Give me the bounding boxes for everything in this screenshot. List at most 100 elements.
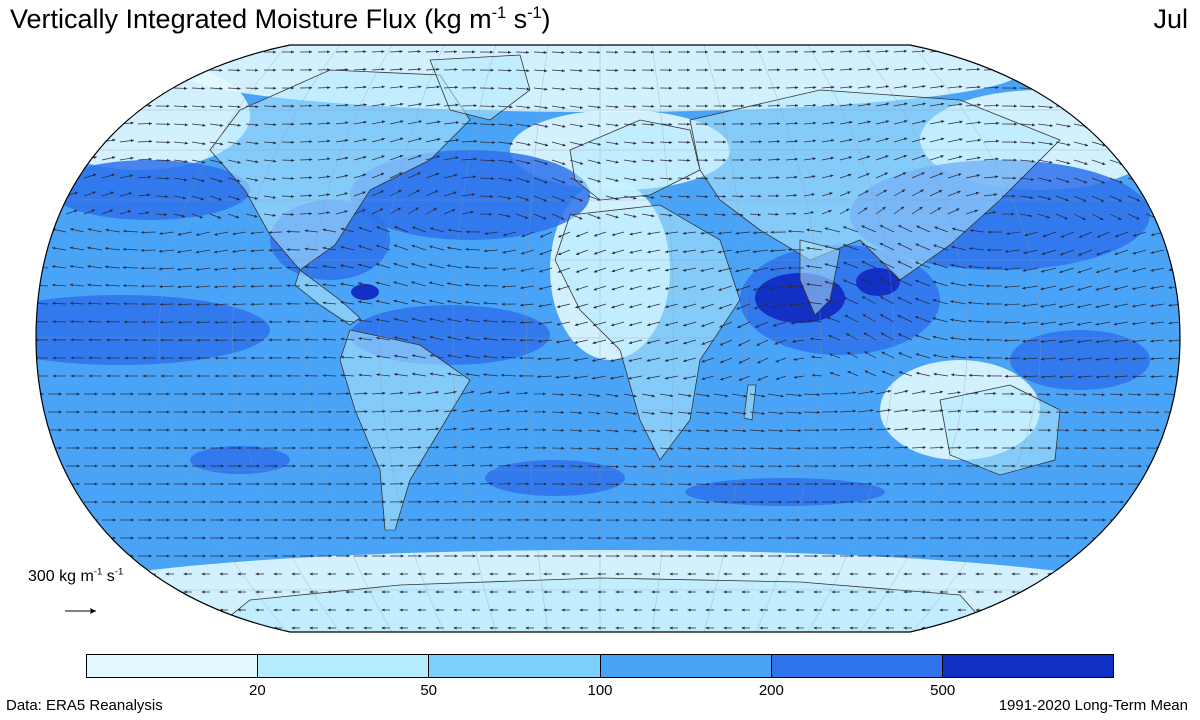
flux-arrowhead bbox=[1066, 51, 1070, 55]
flux-arrowhead bbox=[1156, 536, 1160, 540]
flux-arrowhead bbox=[250, 374, 254, 378]
flux-arrowhead bbox=[1101, 626, 1105, 630]
flux-arrowhead bbox=[562, 143, 566, 147]
flux-arrowhead bbox=[490, 50, 494, 54]
flux-arrowhead bbox=[148, 104, 152, 108]
flux-arrowhead bbox=[852, 409, 856, 413]
flux-arrowhead bbox=[454, 68, 458, 72]
flux-arrowhead bbox=[665, 323, 669, 327]
flux-arrowhead bbox=[524, 409, 528, 413]
flux-arrowhead bbox=[742, 518, 746, 522]
flux-arrowhead bbox=[1191, 142, 1194, 145]
flux-arrowhead bbox=[1004, 356, 1008, 360]
flux-arrowhead bbox=[1013, 86, 1017, 90]
flux-arrowhead bbox=[743, 447, 747, 451]
flux-arrowhead bbox=[1047, 410, 1051, 414]
flux-arrowhead bbox=[814, 536, 818, 540]
flux-arrowhead bbox=[1168, 232, 1173, 236]
flux-arrowhead bbox=[39, 626, 43, 630]
flux-arrow bbox=[1109, 141, 1124, 147]
flux-arrowhead bbox=[722, 213, 726, 217]
flux-arrowhead bbox=[833, 482, 837, 486]
flux-arrowhead bbox=[1150, 268, 1154, 272]
flux-arrowhead bbox=[706, 464, 710, 468]
flux-arrowhead bbox=[417, 608, 421, 612]
flux-arrowhead bbox=[914, 316, 919, 319]
flux-arrowhead bbox=[1042, 234, 1046, 238]
flux-arrowhead bbox=[798, 429, 802, 433]
flux-arrowhead bbox=[112, 410, 116, 414]
flux-arrowhead bbox=[1047, 626, 1051, 630]
flux-arrowhead bbox=[165, 626, 169, 630]
flux-arrowhead bbox=[196, 320, 200, 324]
flux-arrowhead bbox=[718, 306, 723, 310]
flux-arrowhead bbox=[309, 572, 313, 576]
flux-arrowhead bbox=[1100, 217, 1104, 221]
flux-arrowhead bbox=[995, 86, 999, 90]
flux-arrowhead bbox=[544, 106, 548, 110]
flux-arrowhead bbox=[219, 179, 223, 183]
flux-arrowhead bbox=[1174, 518, 1178, 522]
flux-arrowhead bbox=[777, 50, 781, 54]
flux-arrowhead bbox=[1173, 50, 1177, 54]
flux-arrowhead bbox=[1113, 304, 1117, 308]
flux-arrowhead bbox=[741, 86, 745, 90]
flux-arrowhead bbox=[865, 190, 869, 194]
flux-arrowhead bbox=[167, 122, 171, 126]
flux-arrowhead bbox=[1048, 482, 1052, 486]
flux-arrowhead bbox=[544, 69, 548, 73]
flux-arrowhead bbox=[273, 123, 277, 127]
flux-arrowhead bbox=[1119, 143, 1124, 147]
flux-arrowhead bbox=[738, 343, 742, 346]
flux-arrowhead bbox=[184, 392, 188, 396]
flux-arrowhead bbox=[340, 282, 344, 286]
flux-arrowhead bbox=[579, 106, 584, 110]
flux-arrowhead bbox=[195, 285, 199, 289]
flux-arrowhead bbox=[105, 302, 109, 306]
flux-arrowhead bbox=[184, 554, 188, 558]
flux-arrowhead bbox=[831, 626, 835, 630]
flux-arrowhead bbox=[58, 482, 62, 486]
flux-arrowhead bbox=[849, 120, 853, 124]
flux-arrowhead bbox=[633, 412, 637, 416]
flux-arrowhead bbox=[1011, 608, 1015, 612]
flux-arrowhead bbox=[561, 590, 565, 594]
flux-arrowhead bbox=[237, 105, 241, 109]
flux-arrowhead bbox=[1193, 411, 1196, 414]
flux-arrowhead bbox=[806, 301, 811, 304]
flux-arrowhead bbox=[455, 103, 459, 107]
flux-arrowhead bbox=[994, 193, 998, 197]
flux-arrowhead bbox=[130, 446, 134, 450]
flux-arrowhead bbox=[598, 482, 602, 486]
flux-arrowhead bbox=[147, 590, 151, 594]
flux-arrowhead bbox=[322, 355, 326, 359]
flux-arrow bbox=[1091, 105, 1106, 109]
colorbar-tick-label: 500 bbox=[930, 682, 956, 699]
flux-arrowhead bbox=[706, 536, 710, 540]
flux-arrowhead bbox=[867, 67, 871, 71]
flux-arrowhead bbox=[597, 179, 601, 183]
flux-arrowhead bbox=[705, 68, 709, 72]
flux-arrowhead bbox=[166, 104, 170, 108]
flux-arrowhead bbox=[490, 518, 494, 522]
flux-arrowhead bbox=[959, 85, 963, 89]
flux-arrowhead bbox=[543, 198, 547, 202]
flux-arrowhead bbox=[201, 86, 205, 90]
flux-arrowhead bbox=[1150, 375, 1154, 379]
flux-arrowhead bbox=[399, 85, 404, 89]
flux-arrowhead bbox=[93, 85, 97, 89]
flux-arrowhead bbox=[700, 305, 705, 309]
flux-arrowhead bbox=[616, 554, 620, 558]
flux-arrowhead bbox=[74, 173, 79, 177]
flux-arrowhead bbox=[525, 572, 529, 576]
flux-arrowhead bbox=[579, 87, 583, 91]
flux-arrowhead bbox=[629, 269, 633, 272]
flux-arrowhead bbox=[575, 252, 580, 255]
flux-arrowhead bbox=[167, 140, 171, 144]
flux-arrowhead bbox=[544, 518, 548, 522]
flux-arrowhead bbox=[255, 160, 259, 164]
flux-arrowhead bbox=[1049, 105, 1053, 109]
flux-arrowhead bbox=[381, 50, 385, 54]
flux-arrowhead bbox=[520, 303, 524, 307]
flux-arrowhead bbox=[110, 191, 114, 195]
